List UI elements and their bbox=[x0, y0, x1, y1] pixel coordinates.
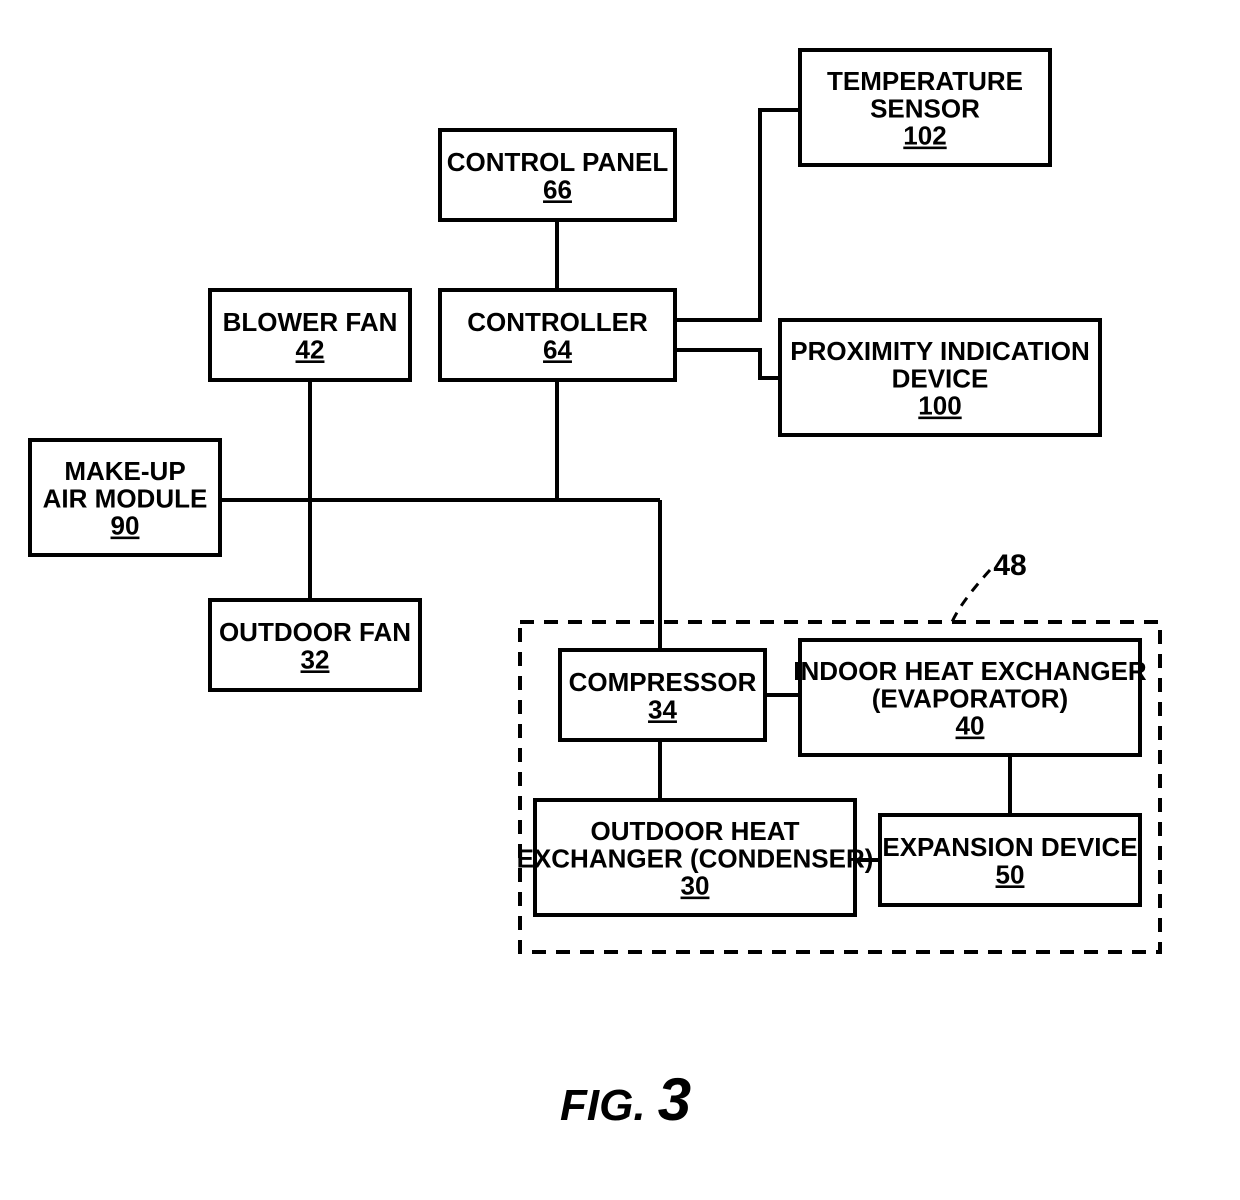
connector bbox=[675, 110, 800, 320]
figure-caption: FIG. 3 bbox=[560, 1066, 691, 1133]
node-ref-number: 100 bbox=[918, 391, 961, 421]
node-ref-number: 40 bbox=[956, 711, 985, 741]
node-title-line: EXCHANGER (CONDENSER) bbox=[517, 843, 874, 873]
node-ref-number: 42 bbox=[296, 334, 325, 364]
node-indoor_hx: INDOOR HEAT EXCHANGER(EVAPORATOR)40 bbox=[793, 640, 1147, 755]
node-ref-number: 32 bbox=[301, 644, 330, 674]
node-expansion: EXPANSION DEVICE50 bbox=[880, 815, 1140, 905]
node-blower_fan: BLOWER FAN42 bbox=[210, 290, 410, 380]
block-diagram: TEMPERATURESENSOR102 CONTROL PANEL66 PROXI… bbox=[0, 0, 1240, 1200]
node-ref-number: 34 bbox=[648, 694, 677, 724]
node-title-line: MAKE-UP bbox=[64, 456, 185, 486]
node-title-line: DEVICE bbox=[892, 363, 989, 393]
node-control_panel: CONTROL PANEL66 bbox=[440, 130, 675, 220]
node-title-line: COMPRESSOR bbox=[569, 667, 757, 697]
node-title-line: BLOWER FAN bbox=[223, 307, 398, 337]
node-ref-number: 64 bbox=[543, 334, 572, 364]
node-outdoor_fan: OUTDOOR FAN32 bbox=[210, 600, 420, 690]
node-title-line: CONTROL PANEL bbox=[447, 147, 669, 177]
ref-48-label: 48 bbox=[993, 549, 1026, 582]
connector bbox=[675, 350, 780, 378]
node-temp_sensor: TEMPERATURESENSOR102 bbox=[800, 50, 1050, 165]
node-title-line: CONTROLLER bbox=[467, 307, 648, 337]
nodes: TEMPERATURESENSOR102 CONTROL PANEL66 PROXI… bbox=[30, 50, 1147, 915]
node-controller: CONTROLLER64 bbox=[440, 290, 675, 380]
node-ref-number: 90 bbox=[111, 511, 140, 541]
node-proximity: PROXIMITY INDICATIONDEVICE100 bbox=[780, 320, 1100, 435]
node-title-line: INDOOR HEAT EXCHANGER bbox=[793, 656, 1147, 686]
node-title-line: EXPANSION DEVICE bbox=[882, 832, 1137, 862]
node-title-line: (EVAPORATOR) bbox=[872, 683, 1068, 713]
node-title-line: OUTDOOR HEAT bbox=[591, 816, 800, 846]
node-ref-number: 102 bbox=[903, 121, 946, 151]
node-ref-number: 30 bbox=[681, 871, 710, 901]
node-ref-number: 50 bbox=[996, 859, 1025, 889]
node-title-line: OUTDOOR FAN bbox=[219, 617, 411, 647]
node-title-line: AIR MODULE bbox=[43, 483, 208, 513]
node-makeup: MAKE-UPAIR MODULE90 bbox=[30, 440, 220, 555]
node-outdoor_hx: OUTDOOR HEATEXCHANGER (CONDENSER)30 bbox=[517, 800, 874, 915]
node-ref-number: 66 bbox=[543, 174, 572, 204]
leader-line-48 bbox=[952, 570, 990, 622]
node-title-line: PROXIMITY INDICATION bbox=[790, 336, 1090, 366]
node-title-line: TEMPERATURE bbox=[827, 66, 1023, 96]
node-compressor: COMPRESSOR34 bbox=[560, 650, 765, 740]
node-title-line: SENSOR bbox=[870, 93, 980, 123]
